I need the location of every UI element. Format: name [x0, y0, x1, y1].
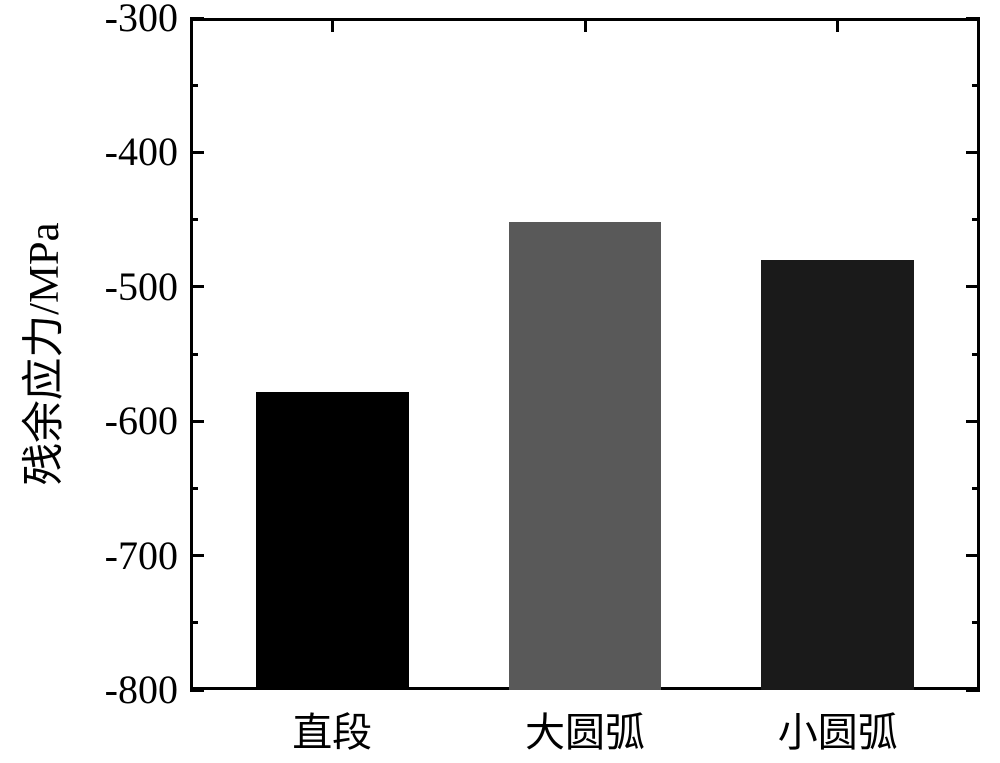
axis-tick: [972, 487, 980, 490]
x-tick-label: 小圆弧: [738, 700, 938, 758]
axis-tick: [190, 353, 198, 356]
axis-tick: [966, 420, 980, 423]
axis-tick: [972, 84, 980, 87]
x-tick-label: 大圆弧: [485, 700, 685, 758]
axis-tick: [190, 487, 198, 490]
axis-tick: [584, 18, 587, 32]
axis-tick: [190, 218, 198, 221]
axis-tick: [972, 621, 980, 624]
axis-tick: [972, 353, 980, 356]
y-axis-label: 残余应力/MPa: [10, 154, 60, 554]
axis-tick: [836, 18, 839, 32]
axis-tick: [190, 285, 204, 288]
y-tick-label: -300: [38, 0, 178, 41]
axis-tick: [190, 151, 204, 154]
axis-tick: [190, 420, 204, 423]
bar: [761, 260, 914, 690]
axis-tick: [190, 84, 198, 87]
axis-tick: [190, 554, 204, 557]
axis-tick: [966, 554, 980, 557]
bar-chart: 残余应力/MPa -300 -400 -500 -600 -700 -800 直…: [0, 0, 1000, 763]
axis-tick: [966, 151, 980, 154]
axis-tick: [331, 18, 334, 32]
axis-tick: [190, 689, 204, 692]
axis-tick: [972, 218, 980, 221]
axis-tick: [190, 621, 198, 624]
bar: [509, 222, 662, 690]
axis-tick: [190, 17, 204, 20]
axis-tick: [966, 285, 980, 288]
y-tick-label: -800: [38, 666, 178, 713]
y-tick-label: -700: [38, 532, 178, 579]
bar: [256, 392, 409, 690]
axis-tick: [966, 689, 980, 692]
y-tick-label: -600: [38, 397, 178, 444]
x-tick-label: 直段: [232, 700, 432, 758]
y-tick-label: -500: [38, 263, 178, 310]
axis-tick: [966, 17, 980, 20]
y-tick-label: -400: [38, 128, 178, 175]
